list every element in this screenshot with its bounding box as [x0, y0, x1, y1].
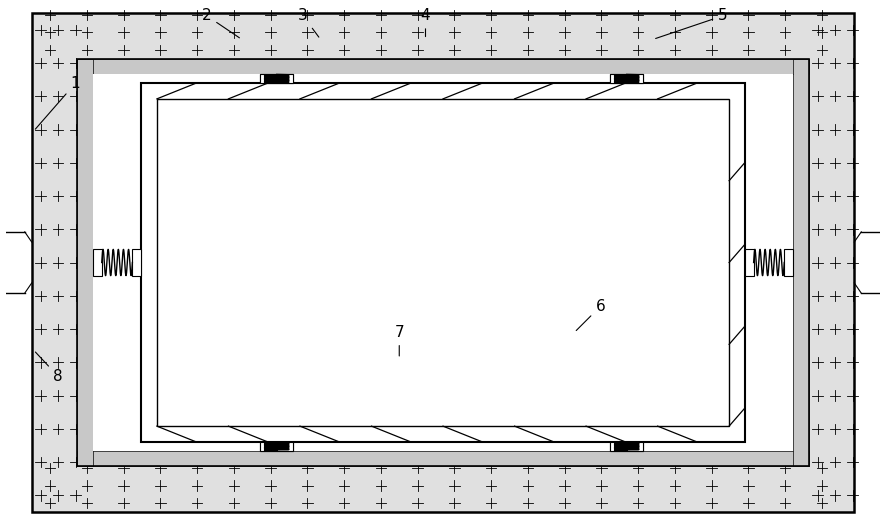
Bar — [77, 59, 809, 466]
Bar — [745, 249, 754, 276]
Text: 8: 8 — [35, 352, 63, 384]
Bar — [610, 442, 643, 450]
Bar — [77, 59, 93, 466]
Bar — [32, 13, 854, 59]
Bar — [260, 75, 293, 83]
Text: 4: 4 — [421, 8, 431, 37]
Bar — [260, 75, 293, 83]
Text: 1: 1 — [35, 76, 81, 129]
Bar — [793, 59, 809, 466]
Text: 6: 6 — [576, 299, 605, 331]
Bar — [157, 99, 729, 426]
Text: 3: 3 — [298, 8, 319, 37]
Bar — [784, 249, 793, 276]
Text: 5: 5 — [656, 8, 727, 38]
Bar — [32, 466, 854, 512]
Bar — [141, 83, 745, 442]
Text: 7: 7 — [394, 325, 404, 356]
Bar — [809, 13, 854, 512]
Bar — [260, 442, 293, 450]
Bar — [32, 13, 77, 512]
Bar — [77, 59, 809, 75]
Bar — [93, 249, 102, 276]
Bar — [132, 249, 141, 276]
Bar — [610, 442, 643, 450]
Bar — [610, 75, 643, 83]
Bar — [260, 442, 293, 450]
Bar — [93, 75, 793, 450]
Bar — [77, 450, 809, 466]
Bar — [610, 75, 643, 83]
Text: 2: 2 — [202, 8, 239, 38]
